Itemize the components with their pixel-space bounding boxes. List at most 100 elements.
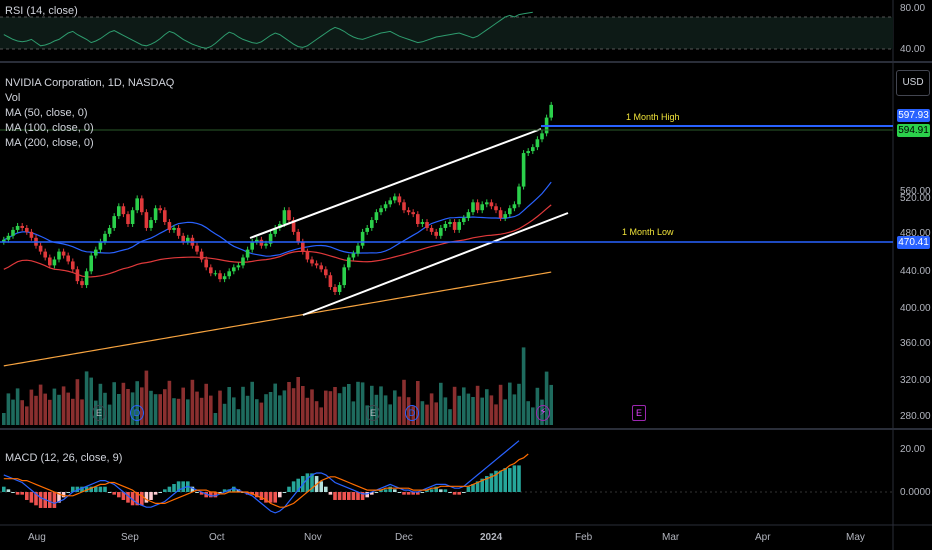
macd-histogram-bar xyxy=(439,489,443,492)
volume-bar xyxy=(301,386,305,425)
candle xyxy=(273,227,277,234)
volume-bar xyxy=(117,394,121,425)
macd-histogram-bar xyxy=(204,492,208,498)
candle xyxy=(365,227,369,232)
volume-bar xyxy=(462,387,466,425)
macd-histogram-bar xyxy=(158,492,162,493)
candle xyxy=(135,198,139,211)
candle xyxy=(144,212,149,228)
volume-bar xyxy=(11,399,15,425)
rsi-legend[interactable]: RSI (14, close) xyxy=(5,4,78,19)
volume-bar xyxy=(439,382,443,425)
macd-histogram-bar xyxy=(199,492,204,495)
earnings-marker-future[interactable]: E xyxy=(632,405,646,421)
volume-bar xyxy=(485,389,489,425)
macd-histogram-bar xyxy=(356,492,360,500)
volume-bar xyxy=(80,399,84,425)
volume-bar xyxy=(420,401,425,425)
candle xyxy=(227,271,231,277)
candle xyxy=(393,196,397,201)
rsi-lower-label: 40.00 xyxy=(900,44,925,55)
candle xyxy=(172,227,176,230)
candle xyxy=(475,202,480,211)
candle xyxy=(48,257,52,266)
candle xyxy=(314,263,319,266)
candle xyxy=(163,210,167,223)
candle xyxy=(351,253,356,258)
macd-histogram-bar xyxy=(255,492,259,498)
candle xyxy=(406,210,411,213)
volume-bar xyxy=(356,381,360,425)
macd-histogram-bar xyxy=(370,492,374,495)
macd-histogram-bar xyxy=(406,492,411,495)
earnings-marker-2[interactable]: E xyxy=(366,405,380,421)
volume-bar xyxy=(498,384,503,425)
candle xyxy=(218,273,222,280)
ma100-legend: MA (100, close, 0) xyxy=(5,122,94,134)
candle xyxy=(305,251,310,260)
candle xyxy=(15,225,20,230)
main-legend[interactable]: NVIDIA Corporation, 1D, NASDAQ Vol MA (5… xyxy=(5,76,174,151)
volume-bar xyxy=(347,384,351,425)
macd-histogram-bar xyxy=(342,492,346,500)
candle xyxy=(471,202,475,213)
volume-bar xyxy=(222,403,227,425)
macd-histogram-bar xyxy=(80,486,84,492)
candle xyxy=(383,204,388,209)
candle xyxy=(508,208,512,215)
candle xyxy=(75,269,80,282)
candle xyxy=(158,208,162,211)
volume-bar xyxy=(466,393,471,425)
currency-button[interactable]: USD xyxy=(896,70,930,96)
candles xyxy=(1,101,553,295)
macd-histogram-bar xyxy=(209,492,213,498)
macd-histogram-bar xyxy=(324,486,328,492)
macd-legend[interactable]: MACD (12, 26, close, 9) xyxy=(5,451,122,466)
macd-histogram-bar xyxy=(420,492,425,493)
candle xyxy=(29,231,34,238)
channel-upper-line[interactable] xyxy=(249,128,542,239)
macd-histogram-bar xyxy=(512,465,517,492)
candle xyxy=(89,255,93,272)
macd-histogram-bar xyxy=(452,492,457,495)
price-tick-440: 440.00 xyxy=(900,266,931,277)
signal-line xyxy=(3,453,529,508)
earnings-marker-1[interactable]: E xyxy=(92,405,106,421)
rsi-legend-label: RSI (14, close) xyxy=(5,5,78,17)
macd-histogram-bar xyxy=(485,476,489,492)
time-axis: Aug Sep Oct Nov Dec 2024 Feb Mar Apr May xyxy=(28,532,865,543)
macd-histogram-bar xyxy=(347,492,351,500)
macd-histogram-bar xyxy=(360,492,365,500)
volume-bar xyxy=(508,382,512,425)
dividend-marker-2[interactable]: D xyxy=(405,405,419,421)
time-tick-dec: Dec xyxy=(395,532,413,543)
candle xyxy=(347,257,351,268)
candle xyxy=(126,214,130,224)
volume-bar xyxy=(241,386,245,425)
candle xyxy=(429,227,434,232)
dividend-marker-1[interactable]: D xyxy=(130,405,144,421)
macd-histogram-bar xyxy=(278,492,282,498)
candle xyxy=(411,212,415,215)
volume-bar xyxy=(176,398,181,425)
volume-bar xyxy=(84,371,89,425)
candle xyxy=(333,287,337,292)
candle xyxy=(107,227,112,234)
volume-bar xyxy=(52,388,57,425)
candle xyxy=(255,239,259,242)
ma50-legend: MA (50, close, 0) xyxy=(5,107,88,119)
candle xyxy=(420,222,425,224)
time-tick-apr: Apr xyxy=(755,532,771,543)
candle xyxy=(232,267,236,272)
macd-histogram-bar xyxy=(287,486,291,492)
volume-bar xyxy=(273,383,277,425)
channel-lower-line[interactable] xyxy=(302,212,569,316)
last-price-tag: 594.91 xyxy=(897,124,930,137)
macd-histogram-bar xyxy=(503,468,507,492)
volume-bar xyxy=(517,383,521,425)
macd-histogram-bar xyxy=(11,492,15,493)
volume-bar xyxy=(112,382,116,425)
macd-histogram-bar xyxy=(34,492,38,506)
volume-bar xyxy=(305,397,310,425)
split-icon[interactable]: ⚡ xyxy=(536,405,550,421)
